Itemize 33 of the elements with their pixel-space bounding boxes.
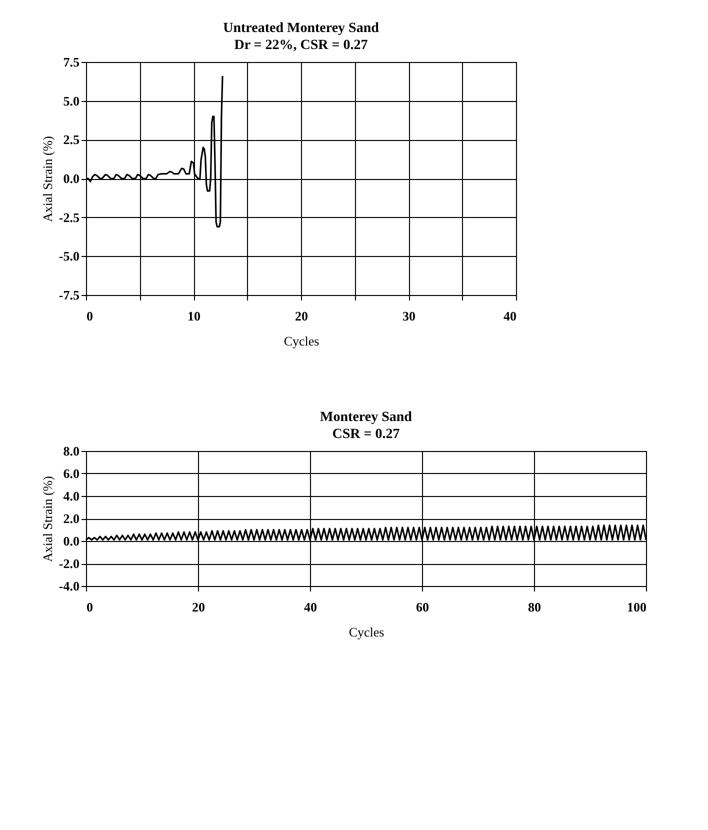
y-tick-label: -7.5 [58, 288, 80, 302]
x-tick-label: 40 [504, 308, 516, 324]
y-tick-label: 7.5 [63, 54, 80, 70]
x-tick-label: 60 [416, 600, 429, 614]
x-axis-title: Cycles [348, 624, 384, 640]
y-tick-label: 2.5 [63, 132, 80, 148]
x-axis-title: Cycles [284, 334, 320, 348]
y-tick-label: 0.0 [63, 534, 80, 548]
y-tick-label: -2.0 [58, 556, 80, 571]
chart-subtitle: CSR = 0.27 [332, 427, 400, 442]
x-tick-label: 40 [304, 600, 317, 614]
x-tick-label: 80 [528, 600, 541, 614]
x-tick-label: 10 [188, 308, 200, 324]
x-tick-label: 20 [295, 308, 308, 324]
y-tick-label: 5.0 [63, 93, 80, 108]
y-tick-label: 4.0 [63, 488, 80, 504]
chart-title: Untreated Monterey Sand [223, 21, 380, 36]
y-axis-title: Axial Strain (%) [40, 476, 55, 562]
chart-title: Monterey Sand [320, 410, 412, 425]
y-tick-label: -5.0 [58, 248, 80, 264]
x-tick-label: 0 [86, 600, 93, 614]
chart-subtitle: Dr = 22%, CSR = 0.27 [234, 38, 368, 53]
y-tick-label: 2.0 [63, 511, 80, 526]
y-tick-label: 8.0 [63, 444, 80, 458]
x-tick-label: 20 [192, 600, 205, 614]
x-tick-label: 100 [627, 600, 646, 614]
y-tick-label: 6.0 [63, 466, 80, 481]
x-tick-label: 0 [86, 308, 93, 324]
y-tick-label: 0.0 [63, 171, 80, 186]
y-tick-label: -2.5 [58, 210, 80, 225]
x-tick-label: 30 [402, 308, 416, 324]
y-axis-title: Axial Strain (%) [40, 136, 55, 222]
y-tick-label: -4.0 [58, 578, 80, 594]
